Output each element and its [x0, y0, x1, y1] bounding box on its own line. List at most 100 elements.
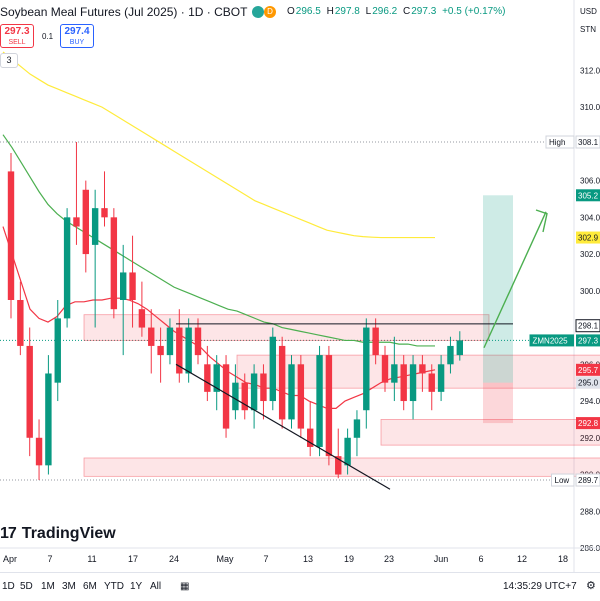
supply-demand-zone [236, 354, 600, 389]
candle-body [335, 456, 342, 475]
logo-mark: 17 [0, 525, 17, 542]
price-label-text: High [549, 138, 565, 147]
candle-body [419, 364, 426, 374]
projection-arrow [483, 211, 547, 349]
x-tick-label: 17 [128, 554, 138, 564]
candle-body [437, 364, 445, 392]
x-tick-label: 7 [47, 554, 52, 564]
market-status-icon [252, 6, 264, 18]
candle-body [222, 364, 230, 429]
x-tick-label: 12 [517, 554, 527, 564]
candle-body [101, 208, 108, 218]
sell-button[interactable]: 297.3 SELL [0, 24, 34, 48]
support-trendline [175, 363, 391, 490]
candle-body [45, 373, 52, 466]
timeframe-1d[interactable]: 1D [2, 581, 15, 592]
x-tick-label: 18 [558, 554, 568, 564]
candle-body [372, 327, 379, 356]
settings-icon[interactable]: ⚙ [586, 580, 596, 592]
low-value: 296.2 [372, 6, 398, 17]
x-tick-label: 23 [384, 554, 394, 564]
x-tick-label: 24 [169, 554, 179, 564]
price-label-value: 289.7 [578, 476, 599, 485]
indicators-toggle[interactable]: 3 [0, 53, 18, 68]
price-label-value: 298.1 [578, 322, 599, 331]
ohlc-values: O296.5 H297.8 L296.2 C297.3 +0.5 (+0.17%… [287, 6, 506, 17]
x-tick-label: 6 [478, 554, 483, 564]
ma-mid-line [2, 134, 435, 347]
calendar-icon[interactable]: ▦ [180, 581, 190, 592]
x-tick-label: 13 [303, 554, 313, 564]
symbol-title[interactable]: Soybean Meal Futures (Jul 2025) · 1D · C… [0, 5, 248, 19]
candle-body [166, 327, 174, 356]
timeframe-ytd[interactable]: YTD [104, 581, 124, 592]
candle-body [120, 272, 127, 300]
price-label-text: Low [555, 476, 570, 485]
ma-fast-line [2, 226, 436, 409]
price-label-stop [576, 417, 600, 430]
candle-body [269, 336, 276, 402]
data-status-icon: D [264, 6, 276, 18]
candle-body [409, 364, 417, 402]
x-tick-label: May [216, 554, 234, 564]
scale-mode-label[interactable]: STN [580, 25, 596, 34]
supply-demand-zone [83, 457, 600, 477]
y-tick-label: 294.0 [580, 397, 600, 406]
x-tick-label: Jun [434, 554, 449, 564]
x-tick-label: 7 [263, 554, 268, 564]
candle-body [344, 437, 351, 466]
currency-label[interactable]: USD [580, 7, 597, 16]
candle-body [456, 340, 463, 356]
price-label-value: 305.2 [578, 191, 599, 200]
supply-demand-zone [380, 419, 600, 446]
candle-body [325, 355, 333, 457]
candle-body [82, 189, 89, 255]
candle-body [185, 327, 192, 374]
arrow-head [535, 209, 548, 233]
buy-button[interactable]: 297.4 BUY [60, 24, 94, 48]
candle-body [447, 345, 454, 365]
timeframe-1y[interactable]: 1Y [130, 581, 143, 592]
timeframe-all[interactable]: All [150, 581, 162, 592]
candle-body [232, 382, 239, 411]
candle-body [204, 364, 211, 392]
candle-body [400, 364, 407, 402]
price-label-value: 292.8 [578, 419, 599, 428]
x-tick-label: 11 [87, 554, 96, 564]
price-label-value: 297.3 [578, 336, 599, 345]
candle-body [148, 327, 155, 346]
candle-body [391, 364, 398, 383]
candle-body [353, 419, 361, 438]
candle-body [194, 327, 202, 356]
position-profit-zone [483, 195, 513, 383]
candle-body [26, 345, 33, 438]
candle-body [316, 355, 323, 447]
ma-slow-line [2, 51, 435, 239]
price-label-last [576, 334, 600, 347]
candle-body [91, 208, 99, 245]
timeframe-3m[interactable]: 3M [62, 581, 76, 592]
candle-body [7, 171, 15, 300]
candle-body [138, 309, 146, 328]
candle-body [35, 437, 43, 466]
y-tick-label: 292.0 [580, 434, 600, 443]
spread-value: 0.1 [42, 32, 54, 41]
candle-body [288, 364, 295, 420]
candle-body [260, 373, 267, 402]
close-value: 297.3 [411, 6, 437, 17]
tradingview-logo[interactable]: 17 TradingView [0, 525, 116, 542]
candle-body [363, 327, 370, 411]
price-label-low [575, 473, 600, 487]
price-label-ma_slow [576, 231, 600, 244]
timeframe-1m[interactable]: 1M [41, 581, 55, 592]
price-label-text: ZMN2025 [533, 336, 569, 345]
candle-body [307, 428, 314, 447]
bottom-toolbar: 1D 5D 1M 3M 6M YTD 1Y All ▦ 14:35:29 UTC+7 ⚙ [0, 572, 600, 601]
timeframe-5d[interactable]: 5D [20, 581, 33, 592]
position-stop-zone [483, 382, 513, 424]
price-label-ma_fast [576, 363, 600, 376]
timeframe-6m[interactable]: 6M [83, 581, 97, 592]
change-value: +0.5 (+0.17%) [442, 6, 506, 17]
candle-body [176, 327, 183, 374]
